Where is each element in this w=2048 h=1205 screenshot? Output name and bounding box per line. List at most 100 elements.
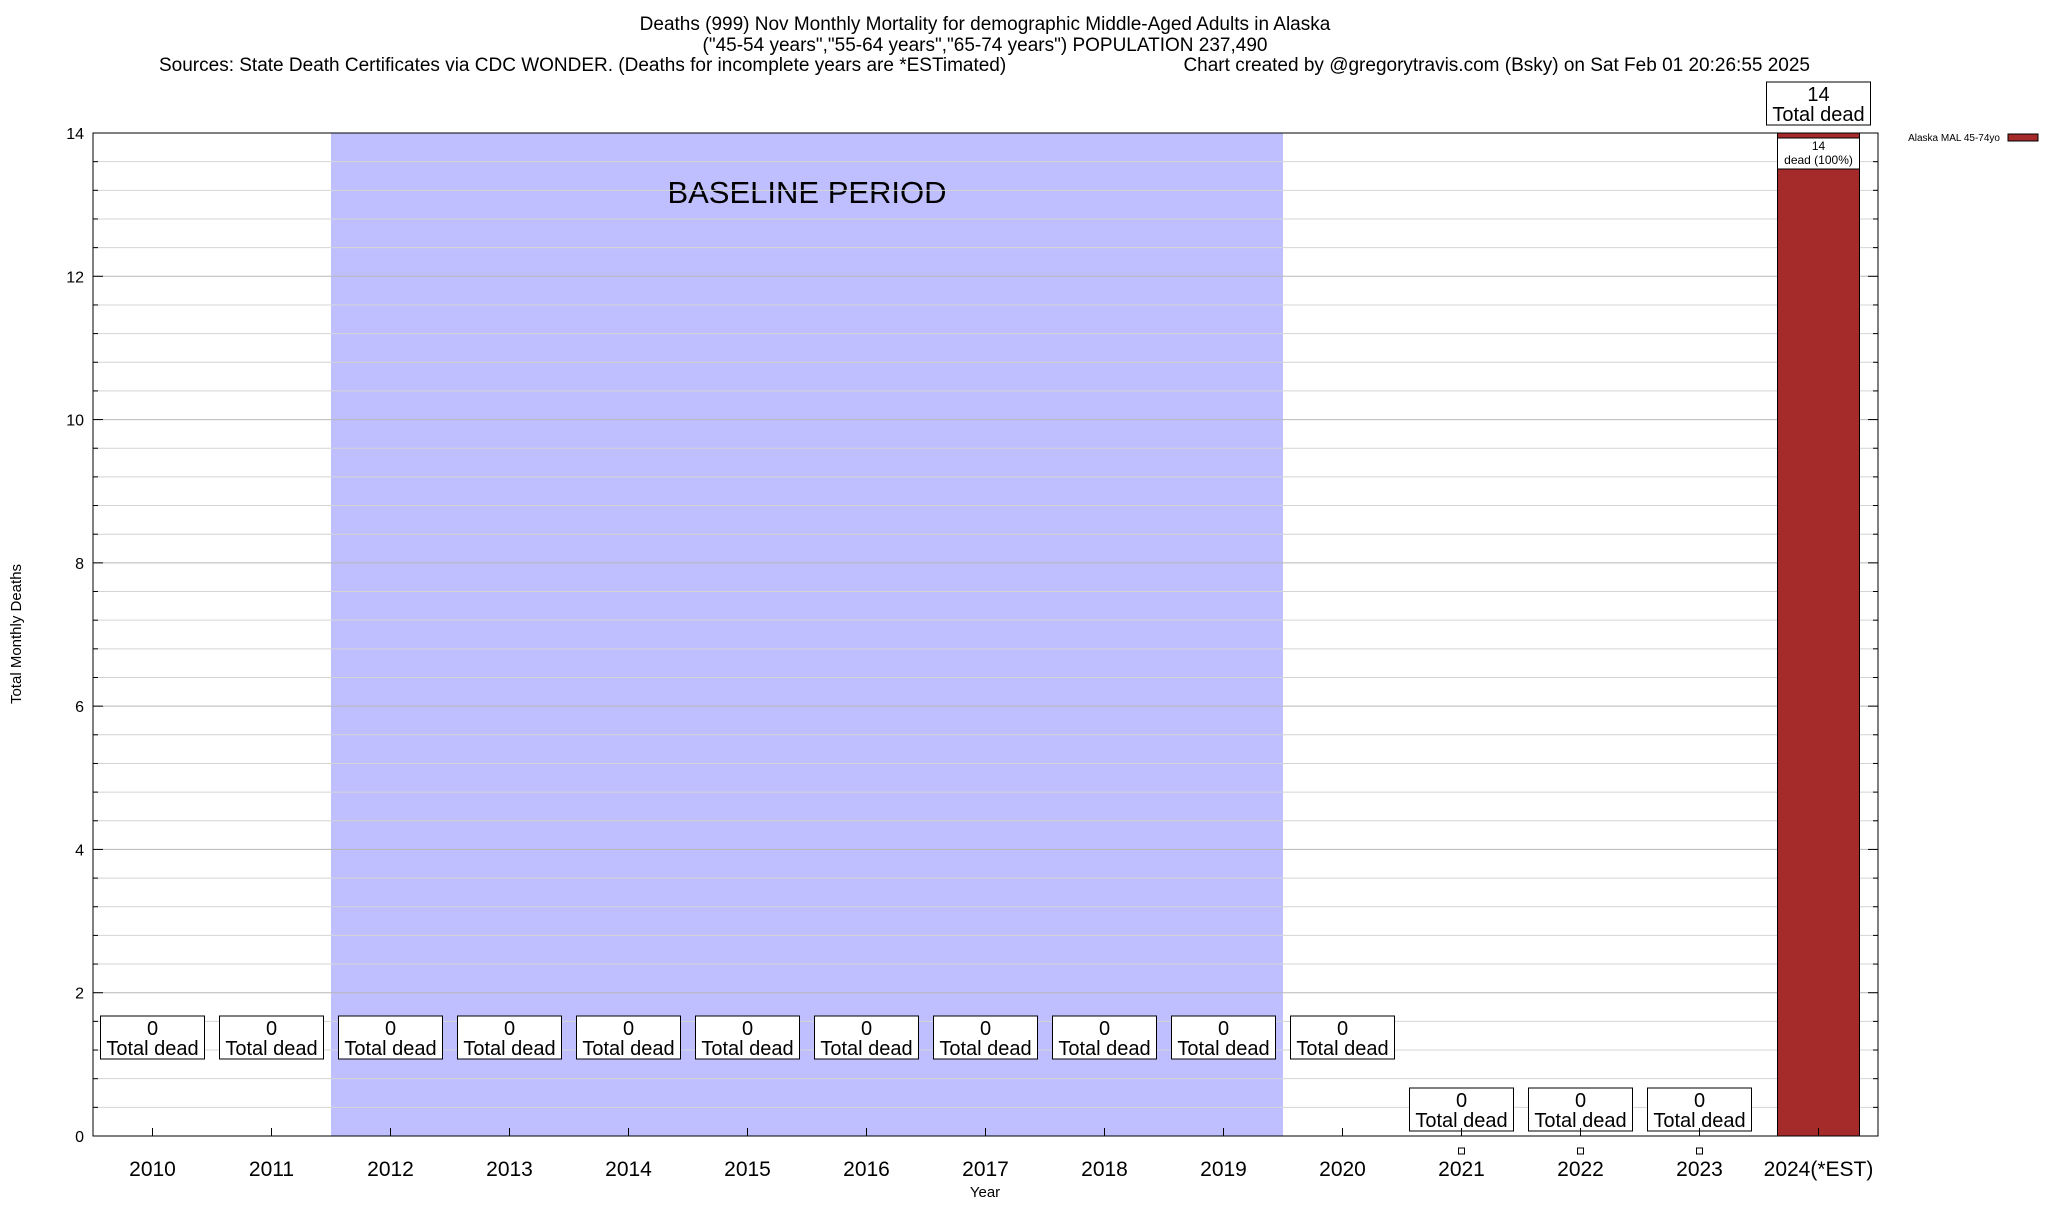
total-label-value: 0 [742,1018,753,1040]
bar [1777,132,1860,1137]
x-tick-label: 2015 [724,1158,771,1181]
grid-layer [93,161,1878,1108]
total-label-value: 0 [1694,1090,1705,1112]
total-label-text: Total dead [1534,1110,1626,1132]
x-tick-label: 2021 [1438,1158,1485,1181]
total-label-text: Total dead [1058,1038,1150,1060]
zero-value-marker [1696,1147,1703,1155]
plot-frame [92,132,1879,1137]
total-label-text: Total dead [1653,1110,1745,1132]
segment-label-box [1777,137,1860,170]
chart-sources: Sources: State Death Certificates via CD… [159,55,1006,76]
total-label-box [1052,1015,1157,1060]
x-tick-label: 2016 [843,1158,890,1181]
total-label-box [457,1015,562,1060]
total-label-value: 0 [1218,1018,1229,1040]
x-tick-label: 2020 [1319,1158,1366,1181]
y-tick-label: 12 [66,269,84,286]
total-label-value: 0 [385,1018,396,1040]
total-label-text: Total dead [463,1038,555,1060]
total-label-text: Total dead [106,1038,198,1060]
x-tick-label: 2022 [1557,1158,1604,1181]
total-label-box [695,1015,800,1060]
y-tick-label: 8 [75,556,84,573]
total-label-text: Total dead [1772,104,1864,126]
total-label-text: Total dead [1296,1038,1388,1060]
x-tick-label: 2017 [962,1158,1009,1181]
total-label-text: Total dead [225,1038,317,1060]
total-label-box [338,1015,443,1060]
total-label-box [100,1015,205,1060]
total-label-box [814,1015,919,1060]
total-label-box [576,1015,681,1060]
total-label-value: 0 [980,1018,991,1040]
x-tick-label: 2024(*EST) [1764,1158,1874,1181]
chart-title-line2: ("45-54 years","55-64 years","65-74 year… [703,35,1268,56]
x-tick-label: 2013 [486,1158,533,1181]
x-tick-label: 2012 [367,1158,414,1181]
baseline-period-layer: BASELINE PERIOD [331,133,1283,1136]
y-tick-label: 14 [66,126,84,143]
total-label-text: Total dead [939,1038,1031,1060]
total-label-box [219,1015,324,1060]
x-axis-label: Year [970,1184,1000,1200]
total-label-text: Total dead [344,1038,436,1060]
x-tick-label: 2023 [1676,1158,1723,1181]
zero-value-marker [1458,1147,1465,1155]
y-axis-label: Total Monthly Deaths [8,564,25,704]
total-label-text: Total dead [701,1038,793,1060]
total-label-text: Total dead [582,1038,674,1060]
total-label-value: 0 [623,1018,634,1040]
legend-label: Alaska MAL 45-74yo [1908,133,2000,144]
legend: Alaska MAL 45-74yo [1908,133,2039,144]
zero-value-marker [1577,1147,1584,1155]
segment-label-text: dead (100%) [1784,153,1853,167]
total-label-box [1409,1087,1514,1132]
y-tick-label: 6 [75,699,84,716]
baseline-period-label: BASELINE PERIOD [667,175,946,210]
bars-layer [1777,132,1860,1137]
total-label-box [1528,1087,1633,1132]
chart-title-line1: Deaths (999) Nov Monthly Mortality for d… [640,14,1331,35]
total-label-value: 14 [1807,84,1829,106]
total-label-value: 0 [1337,1018,1348,1040]
total-label-value: 0 [1456,1090,1467,1112]
y-tick-label: 0 [75,1129,84,1146]
total-label-value: 0 [1575,1090,1586,1112]
baseline-period-band [331,133,1283,1136]
total-label-value: 0 [147,1018,158,1040]
x-tick-label: 2019 [1200,1158,1247,1181]
total-label-value: 0 [861,1018,872,1040]
y-tick-label: 10 [66,413,84,430]
total-label-box [1766,81,1871,126]
legend-swatch [2007,133,2039,142]
total-label-text: Total dead [1177,1038,1269,1060]
total-label-box [1171,1015,1276,1060]
x-tick-label: 2018 [1081,1158,1128,1181]
total-label-box [933,1015,1038,1060]
total-label-value: 0 [266,1018,277,1040]
chart-credit: Chart created by @gregorytravis.com (Bsk… [1183,55,1810,76]
total-label-box [1290,1015,1395,1060]
total-label-text: Total dead [820,1038,912,1060]
x-tick-label: 2014 [605,1158,652,1181]
total-label-box [1647,1087,1752,1132]
